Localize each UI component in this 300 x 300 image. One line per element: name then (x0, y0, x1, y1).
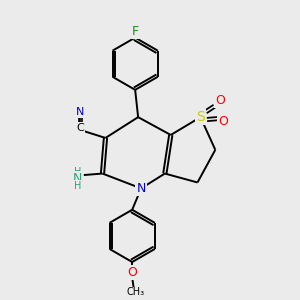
Text: O: O (127, 266, 137, 279)
Text: F: F (132, 25, 139, 38)
Text: S: S (196, 110, 205, 124)
Text: C: C (76, 122, 84, 133)
Text: O: O (218, 115, 228, 128)
Text: N: N (73, 172, 82, 185)
Text: O: O (215, 94, 225, 107)
Text: N: N (136, 182, 146, 195)
Text: H: H (74, 181, 81, 191)
Text: N: N (76, 107, 84, 117)
Text: H: H (74, 167, 81, 177)
Text: CH₃: CH₃ (127, 287, 145, 297)
